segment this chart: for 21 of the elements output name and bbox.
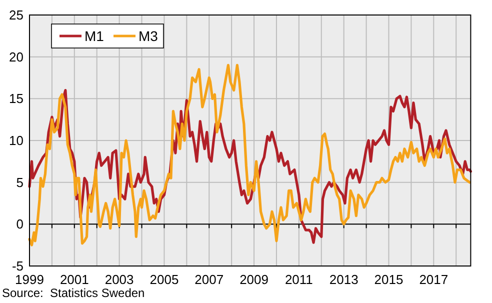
y-tick-label: 15 [9, 91, 24, 106]
x-tick-label: 2013 [329, 272, 358, 287]
y-tick-label: 25 [9, 8, 24, 22]
y-tick-label: -5 [12, 258, 24, 274]
x-tick-label: 2009 [240, 272, 268, 287]
y-tick-label: 20 [9, 49, 24, 64]
x-tick-label: 2015 [374, 272, 404, 287]
x-tick-label: 2007 [194, 272, 224, 287]
legend-label: M3 [138, 28, 158, 44]
x-tick-label: 2011 [284, 272, 313, 287]
y-tick-label: 10 [9, 133, 24, 148]
y-tick-label: 5 [16, 174, 24, 190]
source-note: Source: Statistics Sweden [2, 286, 145, 300]
x-tick-label: 2017 [419, 272, 448, 287]
x-tick-label: 1999 [15, 272, 44, 287]
x-tick-label: 2003 [104, 272, 134, 287]
line-series [28, 64, 471, 246]
legend-label: M1 [84, 28, 104, 44]
x-tick-label: 2005 [150, 272, 179, 287]
y-tick-label: 0 [16, 216, 24, 232]
x-tick-label: 2001 [60, 272, 89, 287]
